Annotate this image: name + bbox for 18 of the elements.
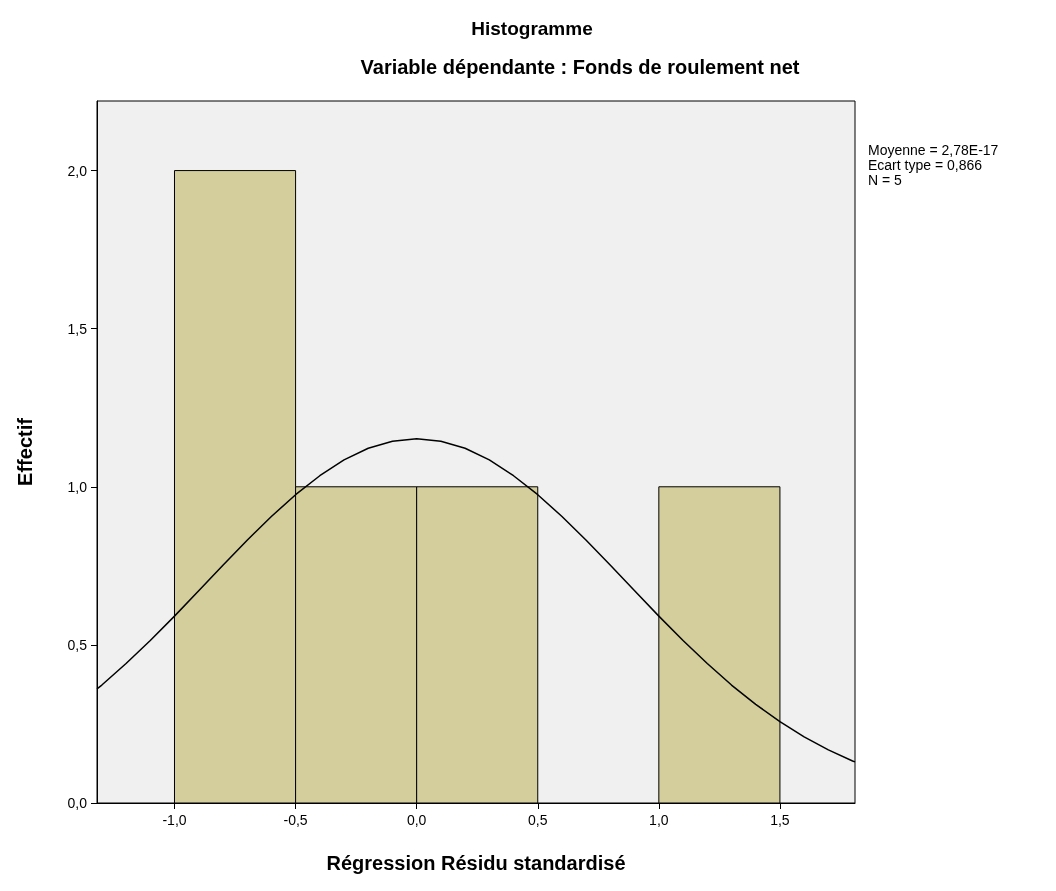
y-tick-label: 0,5 (67, 636, 88, 653)
text: N = 5 (868, 172, 903, 188)
x-tick-label: -1,0 (162, 812, 187, 828)
x-axis-title: Régression Résidu standardisé (326, 852, 626, 874)
y-tick-label: 0,0 (67, 795, 88, 811)
y-tick-label: 1,5 (67, 320, 88, 337)
x-tick-label: 0,5 (528, 812, 548, 828)
x-tick-label: 0,0 (406, 812, 427, 828)
y-tick-label: 1,0 (67, 478, 88, 495)
chart-title: Histogramme (471, 18, 593, 39)
x-tick-label: 1,5 (770, 812, 790, 828)
x-tick-label: 1,0 (649, 812, 669, 828)
text: Ecart type = 0,866 (868, 157, 983, 173)
text: Moyenne = 2,78E-17 (868, 142, 999, 158)
y-tick-label: 2,0 (67, 162, 88, 179)
y-axis-title: Effectif (14, 417, 36, 486)
chart-subtitle: Variable dépendante : Fonds de roulement net (360, 56, 800, 78)
x-tick-label: -0,5 (283, 812, 308, 828)
